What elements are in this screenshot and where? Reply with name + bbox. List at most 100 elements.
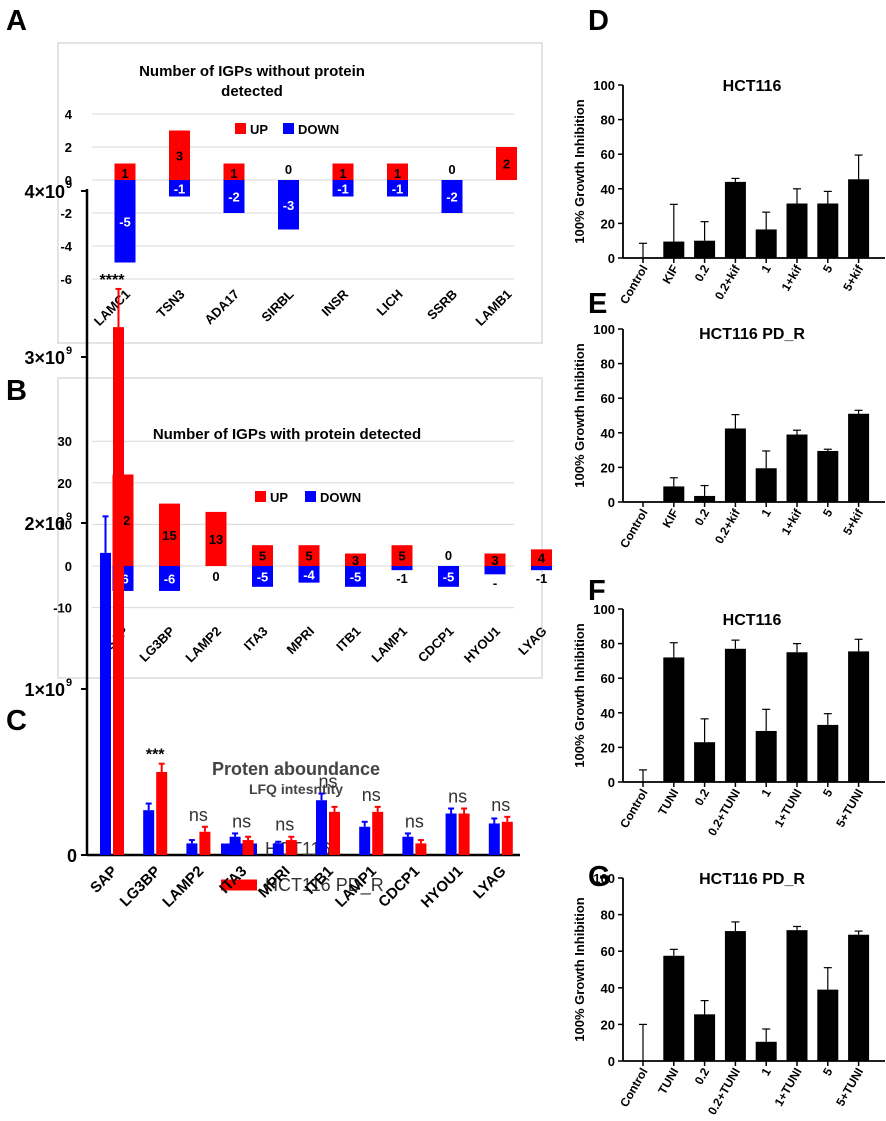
bar (755, 730, 777, 782)
bar (663, 486, 685, 502)
y-tick-label: 80 (601, 637, 615, 652)
bar (786, 930, 808, 1061)
legend-label-down: DOWN (320, 490, 361, 505)
x-tick-label: Control (617, 263, 650, 307)
x-tick-label: 1 (758, 1065, 774, 1078)
y-tick-label: 20 (601, 216, 615, 231)
bar (663, 657, 685, 782)
y-tick-label: 20 (58, 476, 72, 491)
y-tick-label: 20 (601, 460, 615, 475)
y-tick-label: 60 (601, 944, 615, 959)
data-label-down: - (493, 575, 497, 590)
y-axis-title: 100% Growth Inhibition (572, 99, 587, 244)
panel-e-chart: HCT116 PD_R 100% Growth Inhibition 0 20 40 60… (572, 322, 885, 550)
bar (724, 931, 746, 1061)
bar-up (496, 147, 517, 180)
data-label-down: -5 (119, 214, 131, 229)
bar-down (438, 566, 459, 587)
bar-up (391, 545, 413, 566)
bar (724, 181, 746, 258)
y-tick-label: -6 (60, 272, 72, 287)
y-tick-label: 80 (601, 357, 615, 372)
panel-letter-C: C (6, 705, 27, 737)
x-tick-label: Control (617, 787, 650, 831)
data-label-up: 5 (305, 549, 312, 564)
bar-hct116 (100, 552, 111, 855)
bar (786, 652, 808, 782)
y-tick-label: -4 (60, 239, 72, 254)
bar-down (278, 180, 299, 230)
legend-label: HCT116 PD_R (265, 875, 384, 896)
bar-hct116 (402, 836, 414, 855)
x-tick-label: HYOU1 (418, 863, 467, 912)
y-tick-label: 0 (65, 173, 72, 188)
y-tick-label: 60 (601, 671, 615, 686)
bar-hct116 (229, 836, 241, 855)
x-tick-label: 1 (758, 506, 774, 519)
bar-hct116 (316, 800, 327, 855)
significance-label: ns (318, 772, 337, 792)
bar-down (531, 566, 552, 571)
bar (694, 742, 716, 782)
bar-pd-r (372, 811, 384, 855)
data-label-down: -1 (392, 181, 404, 196)
x-tick-label: 0.2 (692, 1065, 713, 1087)
y-tick-label: 0 (608, 495, 615, 510)
x-tick-label: 1+kif (779, 262, 805, 294)
bar-up (205, 511, 227, 566)
bar-pd-r (156, 772, 168, 855)
bar (817, 989, 839, 1061)
data-label-up: 0 (285, 162, 292, 177)
x-tick-label: 5+kif (840, 506, 866, 538)
bar (848, 179, 870, 258)
chart-title: Number of IGPs without protein (139, 63, 365, 80)
x-tick-label: 0.2+kif (712, 262, 743, 303)
bar (724, 648, 746, 782)
y-tick-label: 1×10 (24, 680, 65, 700)
bar-up (332, 163, 354, 180)
data-label-up: 3 (491, 553, 498, 568)
x-tick-label: LYAG (470, 863, 510, 903)
x-tick-label: ITA3 (216, 863, 250, 897)
bar (817, 724, 839, 782)
bar (755, 229, 777, 258)
legend-label-down: DOWN (298, 122, 339, 137)
y-tick-label: -2 (60, 206, 72, 221)
bar-down (169, 180, 190, 197)
bar-up (298, 545, 320, 566)
y-tick-label: 0 (65, 559, 72, 574)
data-label-down: -6 (164, 571, 176, 586)
significance-label: **** (100, 272, 126, 289)
bar-down (484, 566, 506, 575)
data-label-up: 3 (352, 553, 359, 568)
y-tick-label: 3×10 (24, 348, 65, 368)
bar (694, 240, 716, 258)
data-label-down: -2 (446, 190, 458, 205)
data-label-up: 1 (121, 166, 128, 181)
x-tick-label: 5 (820, 786, 836, 799)
legend-swatch-up (235, 123, 246, 134)
data-label-up: 0 (448, 162, 455, 177)
significance-label: ns (448, 787, 467, 807)
bar-up (169, 130, 190, 180)
significance-label: ns (491, 795, 510, 815)
y-axis-title: 100% Growth Inhibition (572, 623, 587, 768)
panel-d-chart: HCT116 100% Growth Inhibition 0 20 40 60 80 100… (572, 78, 885, 306)
x-tick-label: Control (617, 507, 650, 551)
bar-pd-r (501, 821, 513, 855)
y-tick-label: 0 (67, 846, 77, 866)
legend-label-up: UP (270, 490, 288, 505)
data-label-down: -2 (228, 190, 240, 205)
x-tick-label: 0.2+kif (712, 506, 743, 547)
y-tick-label: 0 (608, 1054, 615, 1069)
bar-hct116 (488, 823, 500, 855)
x-tick-label: 1+TUNI (772, 1066, 805, 1109)
x-tick-label: 5+kif (840, 262, 866, 294)
data-label-down: -5 (350, 569, 362, 584)
chart-title: HCT116 (723, 78, 782, 95)
bar-hct116 (143, 810, 155, 855)
x-tick-label: 5 (820, 1065, 836, 1078)
data-label-down: -4 (303, 567, 315, 582)
bar-down (441, 180, 463, 213)
